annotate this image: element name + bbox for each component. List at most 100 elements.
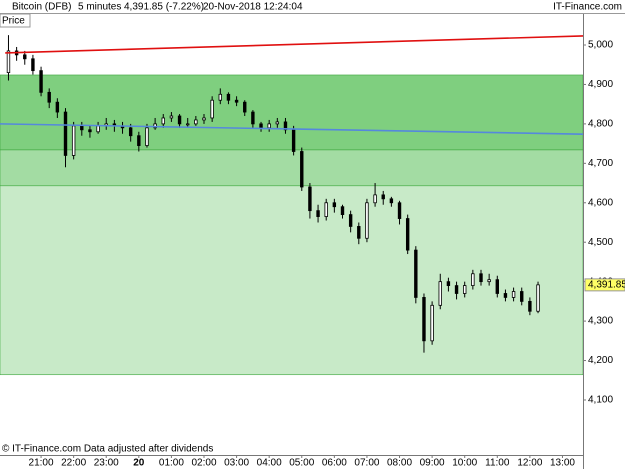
candle-body bbox=[283, 121, 288, 131]
candle-body bbox=[23, 54, 27, 60]
y-tick-label: 5,000 bbox=[588, 40, 613, 51]
candle-body bbox=[128, 127, 133, 137]
candle-body bbox=[332, 202, 337, 208]
candle-body bbox=[210, 99, 214, 119]
candle-body bbox=[300, 151, 304, 188]
y-axis-label: Price bbox=[2, 16, 25, 27]
candle-body bbox=[145, 127, 149, 146]
candle-body bbox=[422, 297, 426, 342]
y-tick-label: 4,800 bbox=[588, 119, 613, 130]
x-tick-label: 03:00 bbox=[224, 458, 249, 469]
price-change: 4,391.85 (-7.22%) bbox=[124, 2, 204, 13]
candle-body bbox=[194, 119, 198, 125]
candle-body bbox=[202, 117, 206, 121]
candle-body bbox=[381, 194, 385, 200]
candle-body bbox=[6, 50, 11, 74]
x-tick-label: 13:00 bbox=[550, 458, 575, 469]
zone-band bbox=[0, 149, 584, 187]
candle-body bbox=[308, 186, 312, 212]
zone-band bbox=[0, 74, 584, 151]
source: IT-Finance.com bbox=[553, 2, 622, 13]
x-tick-label: 09:00 bbox=[420, 458, 445, 469]
candle-body bbox=[177, 115, 182, 125]
candle-body bbox=[234, 99, 239, 103]
candle-body bbox=[414, 249, 418, 298]
candle-body bbox=[471, 273, 475, 286]
x-tick-label: 07:00 bbox=[354, 458, 379, 469]
candle-body bbox=[218, 93, 222, 101]
candle-body bbox=[39, 70, 43, 93]
trend-line bbox=[0, 123, 584, 135]
candle-body bbox=[511, 291, 516, 298]
candle-body bbox=[186, 123, 190, 126]
candle-body bbox=[430, 304, 434, 342]
candle-body bbox=[31, 58, 35, 72]
x-tick-label: 10:00 bbox=[452, 458, 477, 469]
candle-body bbox=[161, 117, 165, 125]
candle-body bbox=[487, 279, 491, 283]
candle-body bbox=[495, 279, 499, 294]
candle-body bbox=[316, 210, 320, 217]
x-tick-label: 08:00 bbox=[387, 458, 412, 469]
candle-body bbox=[463, 285, 467, 294]
y-tick-label: 4,200 bbox=[588, 355, 613, 366]
candle-body bbox=[528, 300, 532, 312]
candle-body bbox=[365, 202, 369, 239]
x-tick-label: 06:00 bbox=[322, 458, 347, 469]
timestamp: 20-Nov-2018 12:24:04 bbox=[203, 2, 303, 13]
candle-body bbox=[63, 111, 68, 156]
candle-body bbox=[405, 218, 410, 251]
zone-band bbox=[0, 185, 584, 376]
last-price-box bbox=[584, 278, 625, 292]
candle-body bbox=[267, 123, 271, 129]
candle-body bbox=[243, 101, 247, 113]
x-tick-label: 20 bbox=[133, 458, 145, 469]
interval: 5 minutes bbox=[78, 2, 121, 13]
y-tick-label: 4,500 bbox=[588, 237, 613, 248]
y-tick-label: 4,900 bbox=[588, 79, 613, 90]
candle-body bbox=[226, 93, 231, 101]
x-tick-label: 22:00 bbox=[61, 458, 86, 469]
candle-body bbox=[324, 202, 328, 217]
x-tick-label: 05:00 bbox=[289, 458, 314, 469]
last-price-label: 4,391.85 bbox=[588, 280, 625, 291]
trend-line bbox=[5, 35, 584, 54]
footer: © IT-Finance.com Data adjusted after div… bbox=[2, 444, 213, 455]
candle-body bbox=[340, 206, 345, 216]
plot-area bbox=[0, 35, 584, 376]
y-tick-label: 4,100 bbox=[588, 395, 613, 406]
candle-body bbox=[503, 293, 508, 298]
instrument: Bitcoin (DFB) bbox=[12, 2, 71, 13]
candle-body bbox=[536, 284, 540, 312]
candle-body bbox=[137, 135, 141, 146]
x-tick-label: 04:00 bbox=[257, 458, 282, 469]
candle-body bbox=[479, 273, 483, 283]
candle-body bbox=[373, 194, 377, 204]
candle-body bbox=[251, 111, 255, 125]
x-tick-label: 01:00 bbox=[159, 458, 184, 469]
candle-body bbox=[88, 129, 92, 133]
candle-body bbox=[389, 198, 394, 204]
candle-body bbox=[275, 121, 280, 125]
x-tick-label: 12:00 bbox=[517, 458, 542, 469]
candle-body bbox=[357, 226, 361, 239]
x-tick-label: 23:00 bbox=[94, 458, 119, 469]
candle-body bbox=[80, 125, 84, 131]
candle-body bbox=[169, 115, 174, 119]
y-tick-label: 4,600 bbox=[588, 197, 613, 208]
price-label-box bbox=[0, 13, 31, 28]
x-tick-label: 21:00 bbox=[29, 458, 54, 469]
candle-body bbox=[96, 125, 100, 133]
candle-body bbox=[454, 285, 459, 294]
candle-body bbox=[446, 281, 451, 286]
candle-body bbox=[348, 214, 353, 227]
candle-body bbox=[520, 291, 524, 302]
candle-body bbox=[71, 125, 76, 156]
y-tick-label: 4,300 bbox=[588, 316, 613, 327]
header-bar bbox=[0, 0, 625, 13]
candle-body bbox=[438, 281, 442, 306]
candle-body bbox=[47, 91, 51, 103]
candle-body bbox=[397, 202, 402, 219]
candle-body bbox=[291, 129, 296, 152]
